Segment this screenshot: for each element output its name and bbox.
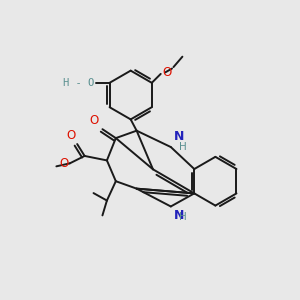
Text: O: O — [66, 129, 76, 142]
Text: H: H — [179, 142, 187, 152]
Text: H - O: H - O — [64, 78, 95, 88]
Text: O: O — [163, 66, 172, 79]
Text: N: N — [174, 209, 184, 222]
Text: N: N — [174, 130, 185, 143]
Text: O: O — [59, 157, 68, 170]
Text: H: H — [178, 212, 186, 222]
Text: O: O — [90, 114, 99, 128]
